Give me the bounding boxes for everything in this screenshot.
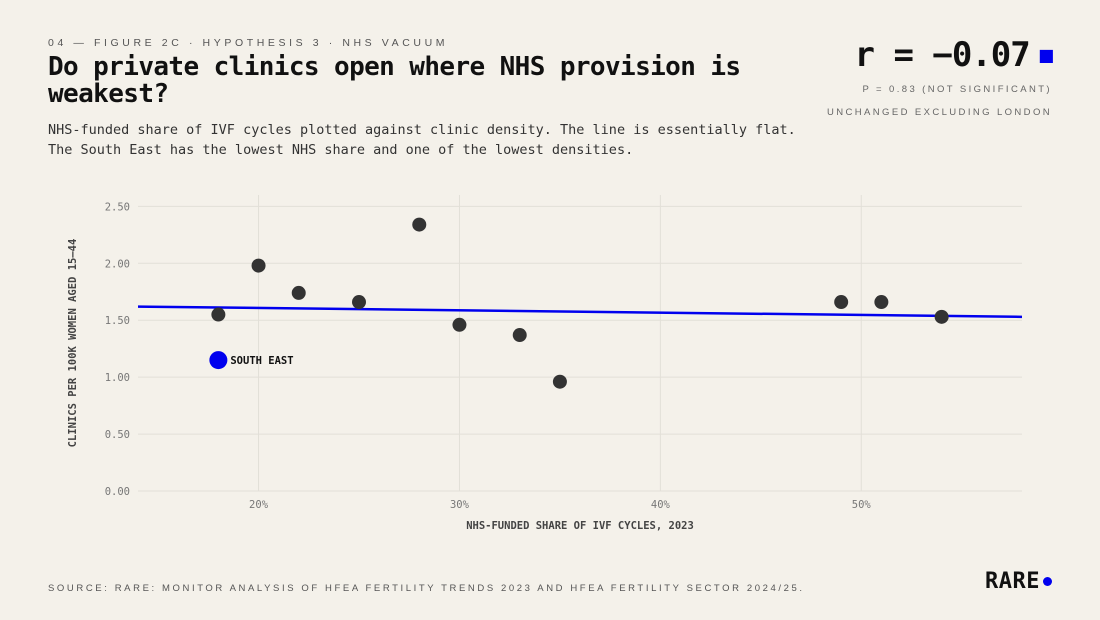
grid (138, 195, 1022, 492)
y-tick-label: 2.00 (105, 258, 130, 270)
data-point (352, 295, 366, 310)
trendline (137, 305, 1023, 319)
y-tick-label: 1.50 (105, 315, 130, 327)
scatter-chart: 0.00 0.50 1.00 1.50 2.00 2.50 20% 30% 40% 50% SOU… (67, 195, 1023, 532)
data-point (412, 217, 427, 232)
x-tick-label: 40% (651, 499, 671, 511)
data-point (452, 317, 467, 332)
trendline-layer (137, 305, 1023, 319)
chart-subtitle: NHS-funded share of IVF cycles plotted a… (48, 122, 796, 158)
data-point (251, 258, 266, 273)
highlight-point-south-east (209, 351, 228, 370)
brand-logo: RARE (985, 569, 1052, 594)
figure-eyebrow: 04 — FIGURE 2C · HYPOTHESIS 3 · NHS VACU… (48, 37, 449, 49)
robustness-note: UNCHANGED EXCLUDING LONDON (827, 107, 1052, 118)
data-point (934, 309, 949, 324)
data-point (291, 285, 306, 300)
accent-dot-icon: ■ (1039, 43, 1053, 68)
x-tick-label: 50% (852, 499, 872, 511)
data-point (512, 328, 527, 343)
data-point (552, 374, 567, 389)
y-tick-label: 1.00 (105, 372, 130, 384)
logo-dot-icon (1043, 577, 1052, 586)
points-layer: SOUTH EAST (209, 217, 949, 389)
correlation-value-row: r = −0.07 ■ (827, 34, 1054, 77)
y-axis-label: CLINICS PER 100K WOMEN AGED 15–44 (67, 239, 79, 448)
y-tick-label: 2.50 (105, 201, 130, 213)
data-point (834, 295, 849, 310)
correlation-stat: r = −0.07 ■ P = 0.83 (NOT SIGNIFICANT) UN… (827, 34, 1054, 123)
source-note: SOURCE: RARE: MONITOR ANALYSIS OF HFEA F… (48, 583, 805, 594)
brand-logo-text: RARE (985, 569, 1040, 594)
data-point (211, 307, 226, 322)
x-axis-label: NHS-FUNDED SHARE OF IVF CYCLES, 2023 (466, 520, 694, 532)
data-point (874, 295, 889, 310)
highlight-label: SOUTH EAST (230, 355, 293, 367)
x-tick-label: 30% (450, 499, 470, 511)
y-tick-label: 0.00 (105, 486, 130, 498)
correlation-value: r = −0.07 (854, 35, 1031, 75)
significance-note: P = 0.83 (NOT SIGNIFICANT) (862, 84, 1052, 95)
axis-ticks: 0.00 0.50 1.00 1.50 2.00 2.50 20% 30% 40% 50% (105, 201, 872, 511)
y-tick-label: 0.50 (105, 429, 130, 441)
x-tick-label: 20% (249, 499, 269, 511)
page-title: Do private clinics open where NHS provis… (48, 52, 741, 109)
